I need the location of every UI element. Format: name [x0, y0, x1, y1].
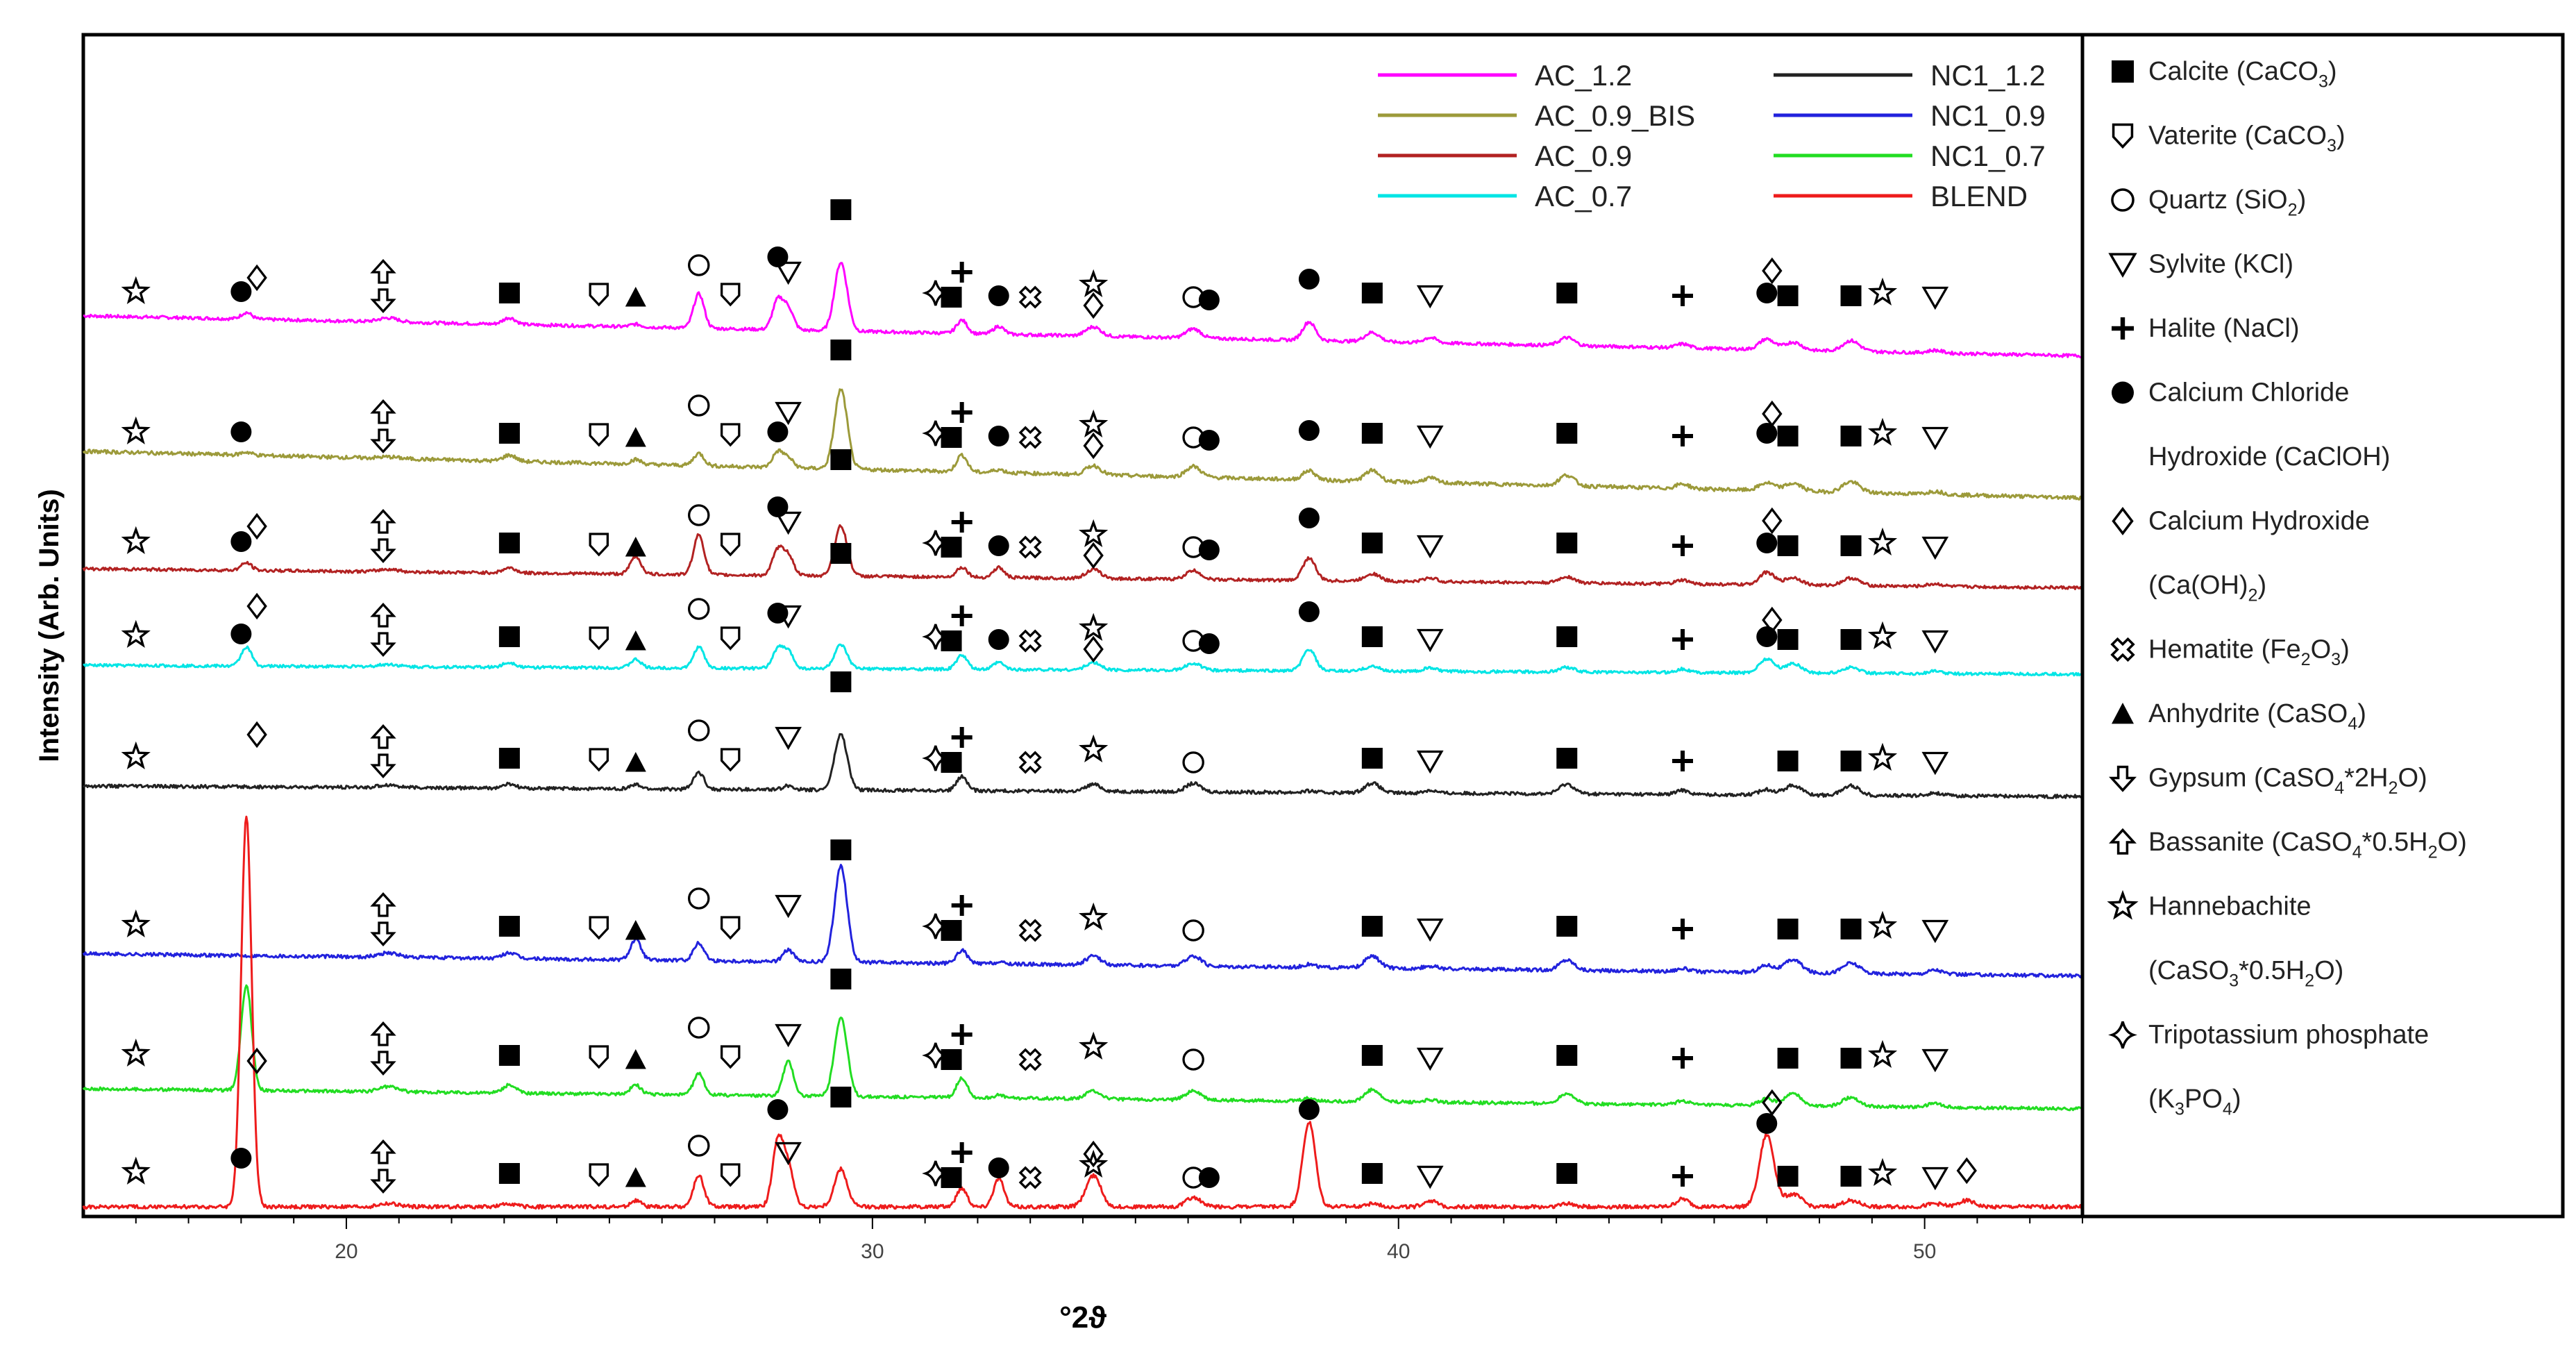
legend-entry: AC_1.2 [1378, 59, 1632, 92]
series-line-blend [82, 815, 2083, 1210]
phase-legend-label: Tripotassium phosphate [2148, 1021, 2429, 1050]
phase-legend-label: (K3PO4) [2148, 1085, 2241, 1119]
star-icon [2107, 889, 2139, 920]
legend-entry: AC_0.9_BIS [1378, 99, 1695, 132]
phase-markers-ac-0-9 [121, 449, 1949, 569]
phase-legend-entry-calcite: Calcite (CaCO3) [2112, 57, 2337, 92]
legend-label: AC_0.9_BIS [1535, 99, 1695, 132]
phase-legend-label: Calcium Chloride [2148, 378, 2349, 408]
phase-markers-nc1-0-7 [121, 969, 1949, 1076]
filled-up-triangle-icon [2112, 703, 2134, 724]
phase-legend-entry-vaterite: Vaterite (CaCO3) [2112, 122, 2346, 156]
phase-legend-entry-bassanite: Bassanite (CaSO4*0.5H2O) [2109, 828, 2467, 862]
open-diamond-icon [2112, 507, 2134, 535]
phase-legend-label: Calcium Hydroxide [2148, 507, 2370, 536]
series-line-ac-1-2 [83, 262, 2084, 359]
phase-legend-entries: Calcite (CaCO3) Vaterite (CaCO3) Quartz (S… [2107, 57, 2467, 1119]
x-tick-label: 30 [861, 1240, 884, 1263]
phase-legend-label: Hematite (Fe2O3) [2148, 635, 2350, 670]
phase-markers-nc1-0-9 [121, 839, 1949, 946]
phase-markers-blend [121, 721, 1977, 1194]
up-arrow-icon [2109, 828, 2137, 855]
phase-legend-entry-gypsum: Gypsum (CaSO4*2H2O) [2109, 764, 2427, 798]
phase-legend-label: Sylvite (KCl) [2148, 250, 2293, 279]
legend-label: AC_0.9 [1535, 140, 1632, 172]
phase-legend-panel: Calcite (CaCO3) Vaterite (CaCO3) Quartz (S… [2080, 33, 2565, 1219]
filled-circle-icon [2112, 381, 2134, 404]
phase-legend-entry-sylvite: Sylvite (KCl) [2108, 250, 2293, 279]
phase-legend-label: (Ca(OH)2) [2148, 571, 2266, 605]
phase-legend-label: Halite (NaCl) [2148, 314, 2299, 343]
phase-legend-label: Quartz (SiO2) [2148, 185, 2306, 220]
phase-markers-ac-1-2 [121, 199, 1949, 319]
legend-entry: NC1_1.2 [1774, 59, 2046, 92]
legend-entry: AC_0.9 [1378, 140, 1632, 172]
filled-square-icon [2112, 60, 2134, 83]
plus-icon [2112, 317, 2134, 340]
phase-legend-label: Bassanite (CaSO4*0.5H2O) [2148, 828, 2467, 862]
phase-legend-entry-halite: Halite (NaCl) [2112, 314, 2299, 343]
phase-legend-label: (CaSO3*0.5H2O) [2148, 956, 2343, 991]
open-down-triangle-icon [2108, 253, 2137, 278]
series-line-nc1-0-9 [82, 864, 2083, 979]
phase-legend-label: Calcite (CaCO3) [2148, 57, 2337, 92]
series-line-ac-0-7 [83, 643, 2084, 677]
series-line-nc1-0-7 [82, 984, 2083, 1112]
legend-entry: BLEND [1774, 180, 2028, 212]
y-axis-label: Intensity (Arb. Units) [34, 489, 65, 762]
four-point-star-icon [2108, 1021, 2137, 1049]
x-tick-label: 40 [1387, 1240, 1410, 1263]
phase-legend-label: Hydroxide (CaClOH) [2148, 442, 2390, 471]
phase-legend-entry-hematite: Hematite (Fe2O3) [2110, 635, 2350, 670]
legend-label: NC1_1.2 [1930, 59, 2046, 92]
legend-label: AC_1.2 [1535, 59, 1632, 92]
phase-legend-label: Vaterite (CaCO3) [2148, 122, 2346, 156]
phase-legend-entry-calciumhydroxide: Calcium Hydroxide (Ca(OH)2) [2112, 507, 2370, 605]
phase-markers-nc1-1-2 [121, 671, 1949, 778]
x-axis-ticks: 20 30 40 50 [135, 1216, 2083, 1263]
down-arrow-icon [2109, 765, 2137, 792]
legend-label: NC1_0.9 [1930, 99, 2046, 132]
x-tick-label: 20 [335, 1240, 357, 1263]
phase-legend-entry-caclohydroxide: Calcium Chloride Hydroxide (CaClOH) [2112, 378, 2390, 471]
phase-legend-label: Hannebachite [2148, 892, 2312, 921]
series-layer [82, 262, 2084, 1210]
series-line-ac-0-9 [82, 524, 2083, 590]
phase-markers-ac-0-9-bis [121, 340, 1949, 460]
phase-legend-entry-hannebachite: Hannebachite (CaSO3*0.5H2O) [2107, 889, 2343, 991]
legend-label: AC_0.7 [1535, 180, 1632, 212]
series-legend: AC_1.2 AC_0.9_BIS AC_0.9 AC_0.7 NC1_1.2 NC1_0… [1378, 59, 2046, 212]
plot-area: 20 30 40 50 AC_1.2 AC_0.9_BIS AC_0.9 AC_0.7 NC1… [81, 33, 2085, 1263]
legend-entry: NC1_0.9 [1774, 99, 2046, 132]
phase-legend-entry-anhydrite: Anhydrite (CaSO4) [2112, 699, 2366, 734]
phase-legend-frame [2080, 33, 2565, 1219]
legend-label: BLEND [1930, 180, 2028, 212]
hematite-cross-icon [2110, 637, 2135, 662]
legend-entry: NC1_0.7 [1774, 140, 2046, 172]
x-tick-label: 50 [1913, 1240, 1936, 1263]
x-axis-label: °2ϑ [1059, 1301, 1106, 1335]
series-line-nc1-1-2 [82, 733, 2083, 799]
legend-entry: AC_0.7 [1378, 180, 1632, 212]
phase-legend-label: Anhydrite (CaSO4) [2148, 699, 2366, 734]
legend-label: NC1_0.7 [1930, 140, 2046, 172]
series-line-ac-0-9-bis [82, 388, 2084, 501]
phase-marker-layer [121, 199, 1977, 1194]
phase-legend-entry-tripotassium: Tripotassium phosphate (K3PO4) [2108, 1021, 2429, 1119]
open-circle-icon [2111, 188, 2135, 212]
phase-legend-entry-quartz: Quartz (SiO2) [2111, 185, 2306, 220]
phase-legend-label: Gypsum (CaSO4*2H2O) [2148, 764, 2427, 798]
vaterite-shield-icon [2112, 123, 2134, 149]
phase-markers-ac-0-7 [121, 543, 1949, 663]
